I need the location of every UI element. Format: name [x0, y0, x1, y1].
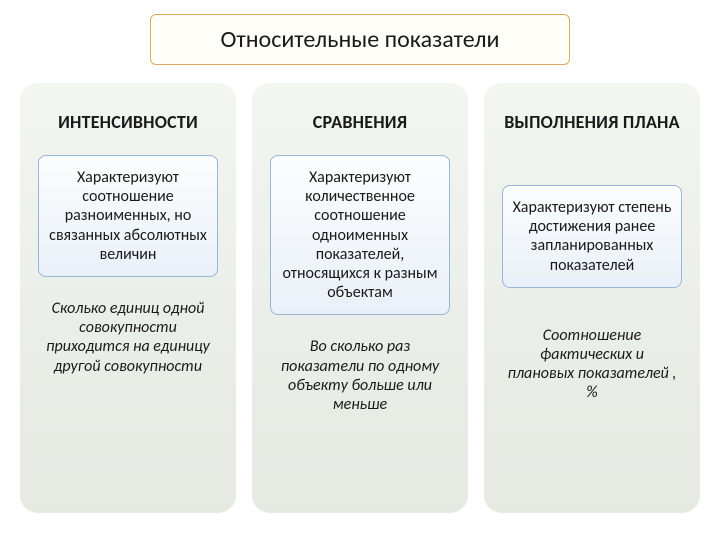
description-card: Характеризуют соотношение разноименных, … — [38, 155, 218, 277]
column-subtext: Соотношение фактических и плановых показ… — [502, 326, 682, 403]
column-subtext: Сколько единиц одной совокупности приход… — [38, 299, 218, 376]
column-header: СРАВНЕНИЯ — [313, 111, 407, 133]
columns-container: ИНТЕНСИВНОСТИ Характеризуют соотношение … — [20, 83, 700, 513]
column-subtext: Во сколько раз показатели по одному объе… — [270, 337, 450, 414]
column-header: ИНТЕНСИВНОСТИ — [58, 111, 198, 133]
column-intensity: ИНТЕНСИВНОСТИ Характеризуют соотношение … — [20, 83, 236, 513]
page-title: Относительные показатели — [167, 25, 553, 54]
title-box: Относительные показатели — [150, 14, 570, 65]
column-header: ВЫПОЛНЕНИЯ ПЛАНА — [504, 111, 679, 133]
column-comparison: СРАВНЕНИЯ Характеризуют количественное с… — [252, 83, 468, 513]
description-card: Характеризуют количественное соотношение… — [270, 155, 450, 315]
description-card: Характеризуют степень достижения ранее з… — [502, 185, 682, 288]
column-plan: ВЫПОЛНЕНИЯ ПЛАНА Характеризуют степень д… — [484, 83, 700, 513]
